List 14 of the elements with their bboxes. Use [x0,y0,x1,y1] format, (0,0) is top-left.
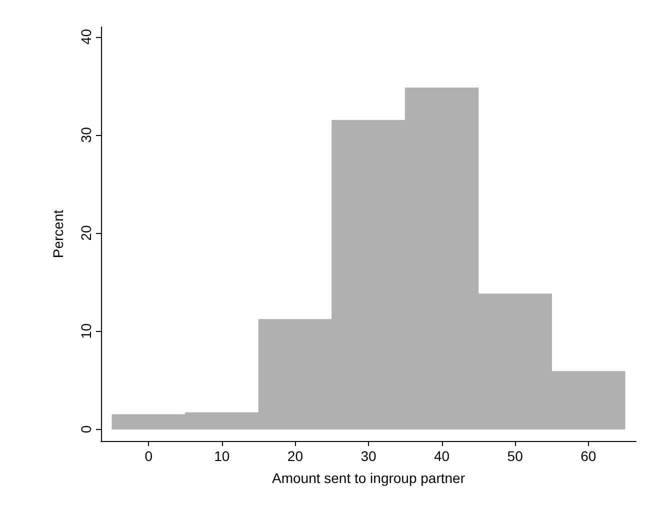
x-tick-label: 20 [287,448,304,464]
x-tick-label: 40 [434,448,450,464]
x-tick-label: 0 [144,448,153,464]
y-tick-label: 40 [78,28,94,45]
y-tick-label: 10 [78,323,94,339]
x-tick-label: 50 [507,448,524,464]
x-tick-label: 60 [580,448,596,464]
y-axis-title: Percent [50,210,66,258]
x-tick-label: 30 [360,448,376,464]
x-axis-title: Amount sent to ingroup partner [272,470,466,486]
y-tick-label: 30 [78,126,94,143]
x-tick-label: 10 [214,448,230,464]
y-tick-label: 0 [78,425,94,434]
y-tick-label: 20 [78,225,94,241]
